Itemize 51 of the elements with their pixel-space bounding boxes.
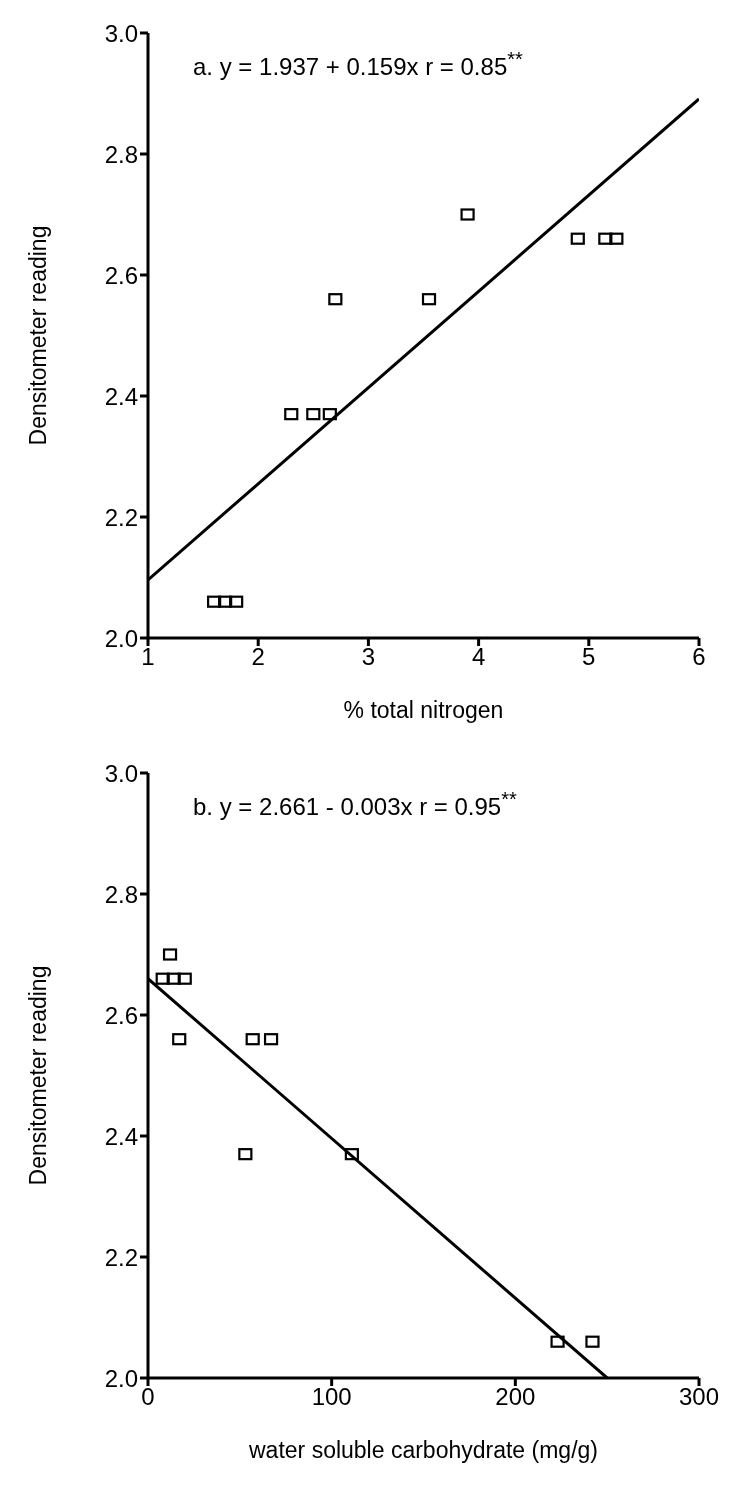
y-axis-title: Densitometer reading — [25, 225, 52, 446]
y-tick-label: 2.2 — [104, 1243, 138, 1271]
x-axis-title: % total nitrogen — [343, 697, 504, 723]
point — [162, 948, 178, 961]
x-tick-label: 0 — [141, 1383, 155, 1411]
y-tick-label: 2.4 — [104, 382, 138, 410]
y-tick-label: 2.8 — [104, 140, 138, 168]
annotation: b. y = 2.661 - 0.003x r = 0.95$^{**}$ — [193, 788, 517, 821]
annotation: a. y = 1.937 + 0.159x r = 0.85$^{**}$ — [193, 48, 523, 81]
point — [263, 1033, 279, 1046]
y-tick-label: 3.0 — [104, 19, 138, 47]
point — [421, 293, 437, 306]
x-tick-label: 5 — [582, 643, 596, 671]
point — [322, 408, 337, 421]
point — [177, 972, 192, 985]
y-tick-label: 2.6 — [104, 261, 138, 289]
y-tick-label: 2.6 — [104, 1001, 138, 1029]
point — [609, 232, 624, 245]
y-tick-label: 2.8 — [104, 880, 138, 908]
x-tick-label: 4 — [471, 643, 486, 671]
point — [598, 232, 613, 245]
y-tick-label: 2.0 — [104, 624, 138, 652]
point — [550, 1335, 565, 1348]
point — [344, 1148, 359, 1161]
point — [229, 595, 244, 608]
y-tick-label: 3.0 — [104, 759, 138, 787]
point — [166, 972, 181, 985]
point — [570, 232, 585, 245]
y-axis-title: Densitometer reading — [25, 965, 52, 1186]
point — [284, 408, 299, 421]
x-tick-label: 2 — [251, 643, 265, 671]
y-tick-label: 2.0 — [104, 1364, 138, 1392]
point — [155, 972, 170, 985]
x-tick-label: 3 — [361, 643, 376, 671]
point — [245, 1033, 260, 1046]
point — [238, 1148, 253, 1161]
x-axis-title: water soluble carbohydrate (mg/g) — [248, 1437, 598, 1463]
x-tick-label: 300 — [678, 1383, 720, 1411]
x-tick-label: 100 — [311, 1383, 352, 1411]
y-tick-label: 2.4 — [104, 1122, 138, 1150]
point — [207, 595, 222, 608]
x-tick-label: 1 — [141, 643, 155, 671]
y-tick-label: 2.2 — [104, 503, 138, 531]
point — [328, 293, 343, 306]
x-tick-label: 6 — [692, 643, 706, 671]
point — [306, 408, 321, 421]
point — [172, 1033, 187, 1046]
x-tick-label: 200 — [495, 1383, 536, 1411]
point — [218, 595, 233, 608]
point — [585, 1335, 600, 1348]
point — [460, 208, 475, 221]
